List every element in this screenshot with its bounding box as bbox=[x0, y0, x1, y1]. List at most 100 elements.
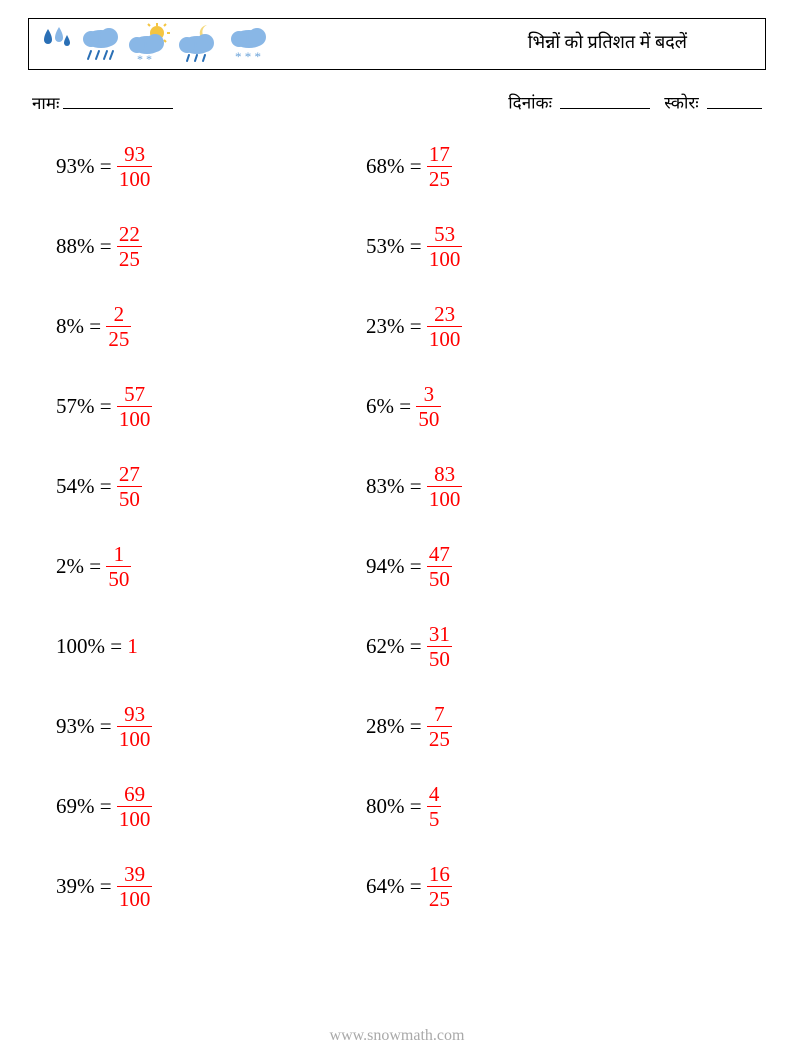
fraction-denominator: 25 bbox=[427, 166, 452, 190]
percent-value: 57% bbox=[56, 396, 95, 417]
percent-value: 83% bbox=[366, 476, 405, 497]
problem-row: 23% = 23100 bbox=[366, 304, 462, 350]
answer: 2225 bbox=[117, 223, 142, 270]
equals-sign: = bbox=[95, 876, 117, 897]
equals-sign: = bbox=[95, 396, 117, 417]
answer-fraction: 93100 bbox=[117, 703, 153, 750]
problem-row: 93% = 93100 bbox=[56, 144, 366, 190]
answer: 53100 bbox=[427, 223, 463, 270]
fraction-numerator: 31 bbox=[427, 623, 452, 646]
answer: 3150 bbox=[427, 623, 452, 670]
equals-sign: = bbox=[405, 636, 427, 657]
percent-value: 6% bbox=[366, 396, 394, 417]
fraction-numerator: 23 bbox=[432, 303, 457, 326]
equals-sign: = bbox=[95, 156, 117, 177]
answer: 1625 bbox=[427, 863, 452, 910]
answer: 1725 bbox=[427, 143, 452, 190]
answer: 45 bbox=[427, 783, 442, 830]
problem-row: 100% = 1 bbox=[56, 624, 366, 670]
name-label: नामः bbox=[32, 94, 59, 116]
problem-row: 54% = 2750 bbox=[56, 464, 366, 510]
fraction-denominator: 100 bbox=[427, 246, 463, 270]
equals-sign: = bbox=[95, 236, 117, 257]
fraction-numerator: 57 bbox=[122, 383, 147, 406]
fraction-denominator: 50 bbox=[427, 646, 452, 670]
answer-fraction: 4750 bbox=[427, 543, 452, 590]
percent-value: 62% bbox=[366, 636, 405, 657]
answer-fraction: 45 bbox=[427, 783, 442, 830]
fraction-numerator: 39 bbox=[122, 863, 147, 886]
problem-row: 53% = 53100 bbox=[366, 224, 462, 270]
answer: 725 bbox=[427, 703, 452, 750]
answer-fraction: 2225 bbox=[117, 223, 142, 270]
percent-value: 93% bbox=[56, 156, 95, 177]
answer-fraction: 57100 bbox=[117, 383, 153, 430]
answer: 4750 bbox=[427, 543, 452, 590]
score-blank[interactable] bbox=[707, 90, 762, 109]
answer-fraction: 39100 bbox=[117, 863, 153, 910]
answer-fraction: 225 bbox=[106, 303, 131, 350]
problem-row: 2% = 150 bbox=[56, 544, 366, 590]
name-blank[interactable] bbox=[63, 90, 173, 109]
fraction-numerator: 27 bbox=[117, 463, 142, 486]
date-blank[interactable] bbox=[560, 90, 650, 109]
answer-fraction: 350 bbox=[416, 383, 441, 430]
percent-value: 8% bbox=[56, 316, 84, 337]
answer-fraction: 23100 bbox=[427, 303, 463, 350]
answer: 350 bbox=[416, 383, 441, 430]
problem-row: 62% = 3150 bbox=[366, 624, 462, 670]
rain-cloud-icon bbox=[79, 23, 123, 65]
fraction-numerator: 7 bbox=[432, 703, 447, 726]
percent-value: 23% bbox=[366, 316, 405, 337]
problem-row: 8% = 225 bbox=[56, 304, 366, 350]
problem-row: 94% = 4750 bbox=[366, 544, 462, 590]
percent-value: 93% bbox=[56, 716, 95, 737]
problems-column-2: 68% = 172553% = 5310023% = 231006% = 350… bbox=[366, 144, 462, 910]
percent-value: 54% bbox=[56, 476, 95, 497]
answer: 83100 bbox=[427, 463, 463, 510]
answer-fraction: 1725 bbox=[427, 143, 452, 190]
answer-fraction: 725 bbox=[427, 703, 452, 750]
problem-row: 6% = 350 bbox=[366, 384, 462, 430]
answer: 1 bbox=[127, 636, 138, 657]
header-box: * * * * * भिन्नों को प्रतिशत में बदलें bbox=[28, 18, 766, 70]
fraction-denominator: 25 bbox=[427, 726, 452, 750]
fraction-numerator: 1 bbox=[112, 543, 127, 566]
fraction-denominator: 100 bbox=[427, 486, 463, 510]
percent-value: 69% bbox=[56, 796, 95, 817]
problem-row: 88% = 2225 bbox=[56, 224, 366, 270]
answer: 2750 bbox=[117, 463, 142, 510]
fraction-denominator: 50 bbox=[416, 406, 441, 430]
fraction-numerator: 2 bbox=[112, 303, 127, 326]
fraction-denominator: 25 bbox=[117, 246, 142, 270]
problem-row: 93% = 93100 bbox=[56, 704, 366, 750]
answer-fraction: 69100 bbox=[117, 783, 153, 830]
percent-value: 80% bbox=[366, 796, 405, 817]
sun-cloud-icon: * * bbox=[127, 23, 173, 65]
moon-cloud-icon bbox=[177, 23, 223, 65]
answer: 69100 bbox=[117, 783, 153, 830]
percent-value: 64% bbox=[366, 876, 405, 897]
fraction-denominator: 100 bbox=[117, 806, 153, 830]
fraction-denominator: 100 bbox=[117, 726, 153, 750]
problem-row: 39% = 39100 bbox=[56, 864, 366, 910]
meta-row: नामः दिनांकः स्कोरः bbox=[28, 90, 766, 116]
equals-sign: = bbox=[405, 876, 427, 897]
fraction-numerator: 93 bbox=[122, 143, 147, 166]
fraction-numerator: 83 bbox=[432, 463, 457, 486]
equals-sign: = bbox=[405, 796, 427, 817]
answer-whole: 1 bbox=[127, 636, 138, 657]
percent-value: 88% bbox=[56, 236, 95, 257]
problem-row: 83% = 83100 bbox=[366, 464, 462, 510]
equals-sign: = bbox=[394, 396, 416, 417]
snow-cloud-icon: * * * bbox=[227, 23, 271, 65]
footer-url: www.snowmath.com bbox=[0, 1027, 794, 1045]
equals-sign: = bbox=[405, 556, 427, 577]
problem-row: 80% = 45 bbox=[366, 784, 462, 830]
equals-sign: = bbox=[95, 716, 117, 737]
fraction-numerator: 17 bbox=[427, 143, 452, 166]
equals-sign: = bbox=[95, 796, 117, 817]
percent-value: 100% bbox=[56, 636, 105, 657]
fraction-denominator: 5 bbox=[427, 806, 442, 830]
problems-area: 93% = 9310088% = 22258% = 22557% = 57100… bbox=[28, 144, 766, 910]
